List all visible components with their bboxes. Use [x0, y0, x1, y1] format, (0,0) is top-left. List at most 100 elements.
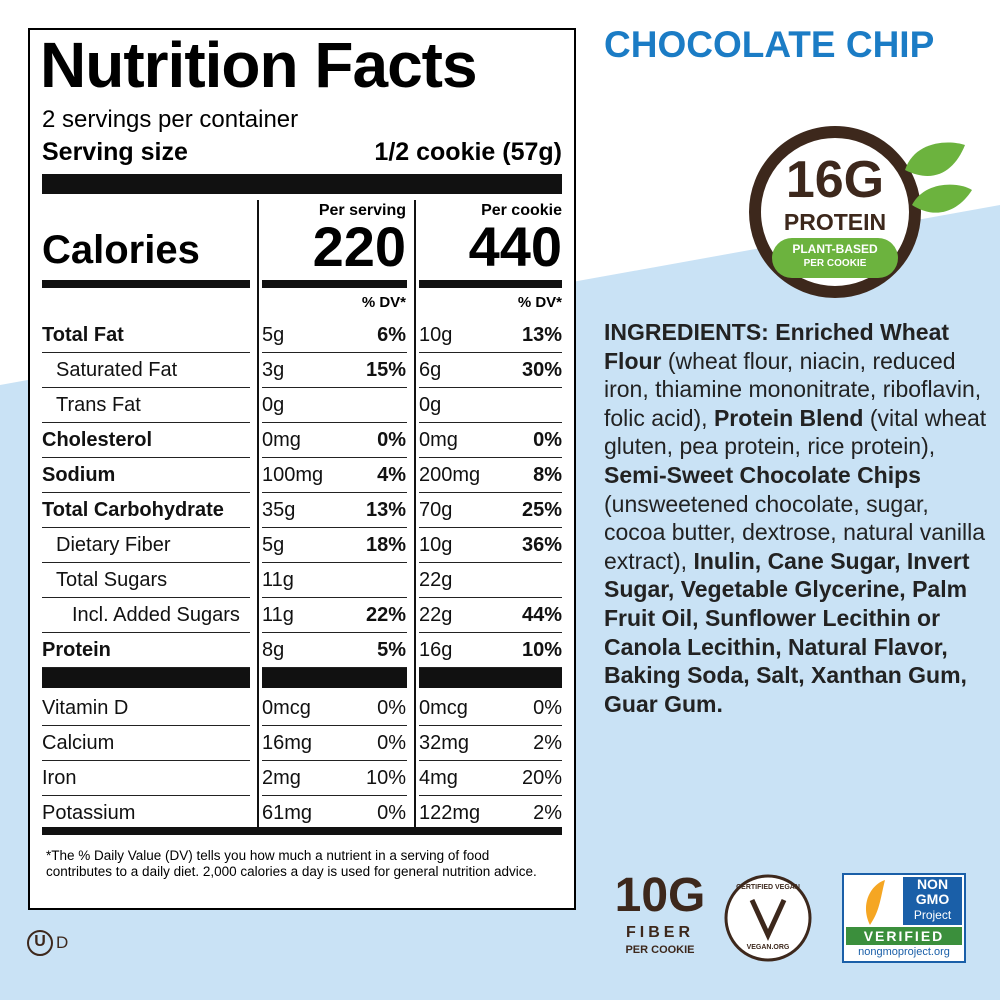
- calories-label: Calories: [42, 228, 200, 272]
- ingredient-text: (vital wheat gluten, pea protein, rice p…: [604, 404, 987, 460]
- cookie-amount: 70g: [419, 493, 562, 528]
- ingredient-bold: Semi-Sweet Chocolate Chips: [604, 461, 921, 488]
- ingredient-bold: Inulin, Cane Sugar, Invert Sugar, Vegeta…: [604, 547, 970, 717]
- nutrient-name: Total Fat: [42, 318, 250, 353]
- cookie-amount: 0mcg: [419, 691, 562, 726]
- footnote: *The % Daily Value (DV) tells you how mu…: [46, 848, 537, 879]
- rule: [419, 280, 562, 288]
- cookie-amount: 22g: [419, 563, 562, 598]
- thick-rule: [262, 668, 407, 688]
- serving-dv: 0%: [377, 697, 406, 719]
- calories: 220: [312, 215, 406, 278]
- cookie-dv: 20%: [521, 767, 562, 789]
- cookie-amount: 200mg: [419, 458, 562, 493]
- fiber-label: FIBER: [626, 924, 694, 941]
- kosher-symbol: U: [34, 933, 46, 950]
- serving-dv: 18%: [365, 534, 406, 556]
- serving-amount: 16mg: [262, 726, 407, 761]
- ingredient-bold: Protein Blend: [713, 404, 864, 431]
- serving-dv: 15%: [365, 359, 406, 381]
- fiber-amount: 10G: [614, 869, 706, 922]
- vegan-bottom: VEGAN.ORG: [746, 944, 790, 951]
- column-rule: [414, 200, 416, 827]
- cookie-amount: 32mg: [419, 726, 562, 761]
- serving-dv: 0%: [377, 732, 406, 754]
- cookie-dv: 0%: [533, 429, 562, 451]
- cookie-amount: 22g: [419, 598, 562, 633]
- servings: 2 servings per container: [42, 106, 299, 133]
- serving-amount: 100mg: [262, 458, 407, 493]
- serving-amount: 35g: [262, 493, 407, 528]
- kosher-suffix: D: [56, 933, 69, 952]
- cookie-dv: 2%: [533, 802, 562, 824]
- serving-dv: 6%: [377, 324, 406, 346]
- serving-amount: 0mg: [262, 423, 407, 458]
- cookie-amount: 6g: [419, 353, 562, 388]
- column-header: Per serving: [318, 202, 406, 219]
- dv-header: % DV*: [361, 294, 406, 311]
- column-rule: [257, 200, 259, 827]
- cookie-dv: 30%: [521, 359, 562, 381]
- nutrient-name: Cholesterol: [42, 423, 250, 458]
- serving-amount: 8g: [262, 633, 407, 668]
- serving-dv: 22%: [365, 604, 406, 626]
- nutrient-name: Sodium: [42, 458, 250, 493]
- serving-size: 1/2 cookie (57g): [374, 138, 562, 166]
- protein-sub: PLANT-BASED: [792, 242, 878, 256]
- thick-rule: [42, 174, 562, 194]
- nutrient-name: Protein: [42, 633, 250, 668]
- cookie-dv: 8%: [533, 464, 562, 486]
- serving-amount: 61mg: [262, 802, 313, 824]
- nutrient-name: Calcium: [42, 726, 250, 761]
- cookie-amount: 122mg: [419, 802, 481, 824]
- cookie-amount: 0g: [419, 388, 562, 423]
- protein-label: PROTEIN: [783, 209, 887, 235]
- fiber-sub: PER COOKIE: [625, 944, 695, 956]
- rule: [42, 827, 562, 835]
- serving-amount: 5g: [262, 318, 407, 353]
- protein-amount: 16G: [785, 151, 885, 209]
- serving-dv: 13%: [365, 499, 406, 521]
- cookie-dv: 36%: [521, 534, 562, 556]
- vegan-top: CERTIFIED VEGAN: [736, 884, 800, 891]
- nutrient-name: Total Carbohydrate: [42, 493, 250, 528]
- cookie-dv: 44%: [521, 604, 562, 626]
- cookie-dv: 2%: [533, 732, 562, 754]
- column-header: Per cookie: [481, 202, 562, 219]
- cookie-amount: 0mg: [419, 423, 562, 458]
- non-gmo-line: GMO: [915, 891, 950, 907]
- serving-amount: 5g: [262, 528, 407, 563]
- nutrient-name: Incl. Added Sugars: [42, 598, 250, 633]
- protein-sub: PER COOKIE: [803, 258, 867, 269]
- rule: [42, 280, 250, 288]
- ingredient-text: (wheat flour, niacin, reduced iron, thia…: [604, 347, 982, 431]
- serving-amount: 3g: [262, 353, 407, 388]
- title: Nutrition Facts: [40, 29, 478, 101]
- non-gmo-line: NON: [916, 876, 949, 892]
- serving-size-label: Serving size: [42, 138, 188, 166]
- cookie-amount: 16g: [419, 633, 562, 668]
- ingredient-text: (unsweetened chocolate, sugar, cocoa but…: [604, 490, 986, 574]
- serving-amount: 11g: [262, 563, 407, 598]
- serving-amount: 2mg: [262, 761, 407, 796]
- serving-amount: 0mcg: [262, 691, 407, 726]
- dv-header: % DV*: [517, 294, 562, 311]
- cookie-dv: 13%: [521, 324, 562, 346]
- nutrient-name: Trans Fat: [42, 388, 250, 423]
- cookie-amount: 10g: [419, 528, 562, 563]
- serving-dv: 5%: [377, 639, 406, 661]
- non-gmo-url: nongmoproject.org: [858, 946, 950, 958]
- serving-amount: 0g: [262, 388, 407, 423]
- cookie-amount: 4mg: [419, 761, 562, 796]
- non-gmo-line: Project: [913, 908, 952, 922]
- rule: [262, 280, 407, 288]
- cookie-dv: 0%: [533, 697, 562, 719]
- thick-rule: [42, 668, 250, 688]
- serving-dv: 4%: [377, 464, 406, 486]
- cookie-dv: 25%: [521, 499, 562, 521]
- nutrient-name: Dietary Fiber: [42, 528, 250, 563]
- calories: 440: [468, 215, 562, 278]
- product-name: CHOCOLATE CHIP: [604, 24, 935, 65]
- thick-rule: [419, 668, 562, 688]
